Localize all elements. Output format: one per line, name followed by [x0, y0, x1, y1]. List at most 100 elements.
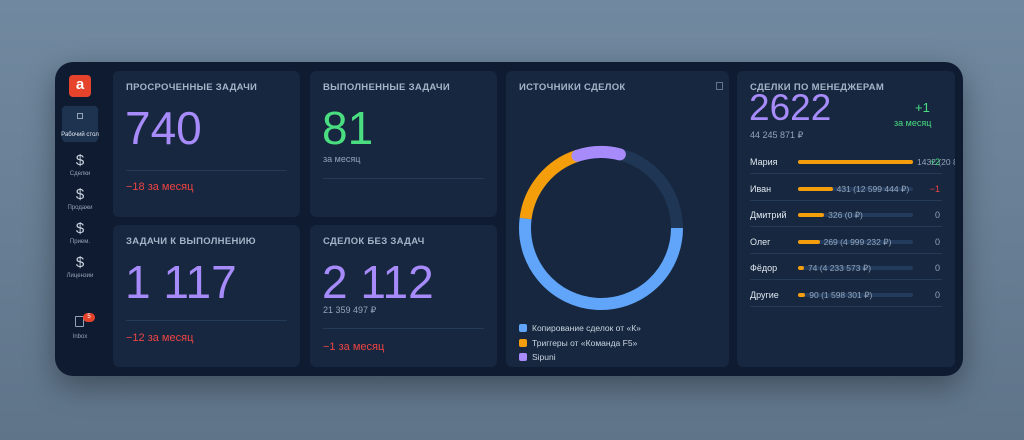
card-title: ПРОСРОЧЕННЫЕ ЗАДАЧИ [126, 82, 258, 93]
donut-segment [571, 146, 626, 162]
separator [750, 173, 942, 174]
active-item [62, 106, 98, 142]
legend-label: Триггеры от «Команда F5» [532, 337, 638, 348]
manager-delta: −1 [929, 183, 940, 194]
nav-icon: $ [75, 186, 85, 203]
nav-label[interactable]: Продажи [67, 205, 93, 211]
nav-label[interactable]: Прием. [69, 239, 91, 245]
nav-label[interactable]: Сделки [69, 171, 91, 177]
manager-count: 74 [807, 263, 818, 274]
card: СДЕЛКИ ПО МЕНЕДЖЕРАМ 2622 +1 за месяц 44… [737, 71, 955, 367]
card-title: ИСТОЧНИКИ СДЕЛОК [519, 82, 626, 93]
bar-track [798, 293, 913, 297]
kpi: 740 [125, 102, 202, 154]
bar [798, 293, 806, 297]
delta: −18 за месяц [126, 181, 194, 193]
manager-name: Мария [750, 157, 778, 167]
manager-delta: 0 [934, 210, 940, 221]
manager-delta: 0 [934, 263, 940, 274]
separator [323, 178, 484, 179]
nav-icon: $ [75, 152, 85, 169]
card-title: СДЕЛОК БЕЗ ЗАДАЧ [323, 236, 425, 247]
manager-amount: (12 599 444 ₽) [853, 183, 910, 194]
manager-amount: (4 233 573 ₽) [819, 263, 872, 274]
nav-label[interactable]: Рабочий стол [61, 132, 99, 138]
card: ВЫПОЛНЕННЫЕ ЗАДАЧИ 81 за месяц [310, 71, 497, 217]
nav-label[interactable]: Лицензии [66, 273, 94, 279]
card: СДЕЛОК БЕЗ ЗАДАЧ 2 112 21 359 497 ₽ −1 з… [310, 225, 497, 367]
bar-track [798, 213, 913, 218]
card-title: ЗАДАЧИ К ВЫПОЛНЕНИЮ [126, 236, 256, 247]
bar [798, 266, 804, 271]
kpi-note: за месяц [323, 154, 361, 164]
logo[interactable]: a [69, 75, 91, 97]
manager-amount: (20 81 [938, 157, 955, 167]
manager-stats: 269 (4 999 232 ₽) [824, 237, 892, 248]
bar [798, 239, 820, 244]
donut-chart [519, 146, 683, 310]
manager-name: Другие [750, 290, 779, 300]
manager-delta: 0 [934, 290, 940, 300]
manager-name: Дмитрий [750, 210, 787, 221]
legend-label: Копирование сделок от «К» [532, 323, 641, 333]
manager-stats: 1432 (20 81 [917, 157, 955, 167]
manager-name: Фёдор [750, 263, 778, 274]
menu-icon[interactable] [716, 82, 723, 90]
separator [750, 306, 942, 307]
donut-segment [519, 150, 580, 220]
legend-swatch [519, 324, 527, 332]
donut-segment [519, 217, 683, 310]
manager-delta: +2 [929, 157, 940, 167]
kpi-change-note: за месяц [894, 118, 932, 128]
card: ЗАДАЧИ К ВЫПОЛНЕНИЮ 1 117 −12 за месяц [113, 225, 300, 367]
separator [750, 199, 942, 201]
kpi-sum: 21 359 497 ₽ [323, 305, 377, 315]
manager-count: 1432 [917, 157, 936, 167]
nav-icon: $ [75, 220, 85, 237]
kpi: 2622 [749, 87, 832, 128]
card-title: СДЕЛКИ ПО МЕНЕДЖЕРАМ [750, 82, 885, 93]
manager-count: 431 [836, 183, 851, 194]
delta: −1 за месяц [323, 341, 385, 353]
manager-stats: 326 (0 ₽) [828, 210, 863, 221]
manager-stats: 90 (1 598 301 ₽) [809, 290, 872, 301]
separator [126, 170, 287, 171]
manager-count: 326 [828, 210, 843, 221]
manager-delta: 0 [934, 236, 940, 247]
inbox-icon[interactable] [75, 316, 84, 327]
card: ПРОСРОЧЕННЫЕ ЗАДАЧИ 740 −18 за месяц [113, 71, 300, 217]
manager-count: 90 [809, 290, 819, 300]
separator [750, 279, 942, 281]
manager-count: 269 [823, 236, 838, 247]
card-title: ВЫПОЛНЕННЫЕ ЗАДАЧИ [323, 82, 450, 93]
manager-amount: (4 999 232 ₽) [840, 236, 892, 247]
home-icon [77, 113, 83, 119]
nav-icon: $ [75, 254, 85, 271]
manager-stats: 74 (4 233 573 ₽) [808, 263, 871, 274]
kpi-change: +1 [915, 100, 930, 115]
separator [750, 252, 942, 254]
separator [750, 226, 942, 228]
manager-stats: 431 (12 599 444 ₽) [837, 184, 910, 195]
legend-swatch [519, 338, 527, 347]
manager-name: Иван [750, 183, 772, 194]
separator [126, 320, 287, 321]
delta: −12 за месяц [126, 332, 194, 344]
manager-amount: (1 598 301 ₽) [821, 290, 873, 300]
manager-name: Олег [750, 236, 771, 247]
bar-track [798, 239, 913, 244]
kpi-sum: 44 245 871 ₽ [750, 130, 804, 140]
bar-track [798, 266, 913, 271]
bar-track [798, 186, 913, 191]
bar [798, 213, 825, 218]
legend-label: Sipuni [532, 352, 556, 362]
kpi: 1 117 [125, 256, 237, 308]
bar [798, 160, 913, 164]
separator [323, 328, 484, 329]
manager-amount: (0 ₽) [844, 210, 863, 221]
card: ИСТОЧНИКИ СДЕЛОК Копирование сделок от «… [506, 71, 729, 367]
bar [798, 186, 833, 191]
legend-swatch [519, 353, 527, 361]
nav-label[interactable]: Inbox [72, 334, 88, 340]
